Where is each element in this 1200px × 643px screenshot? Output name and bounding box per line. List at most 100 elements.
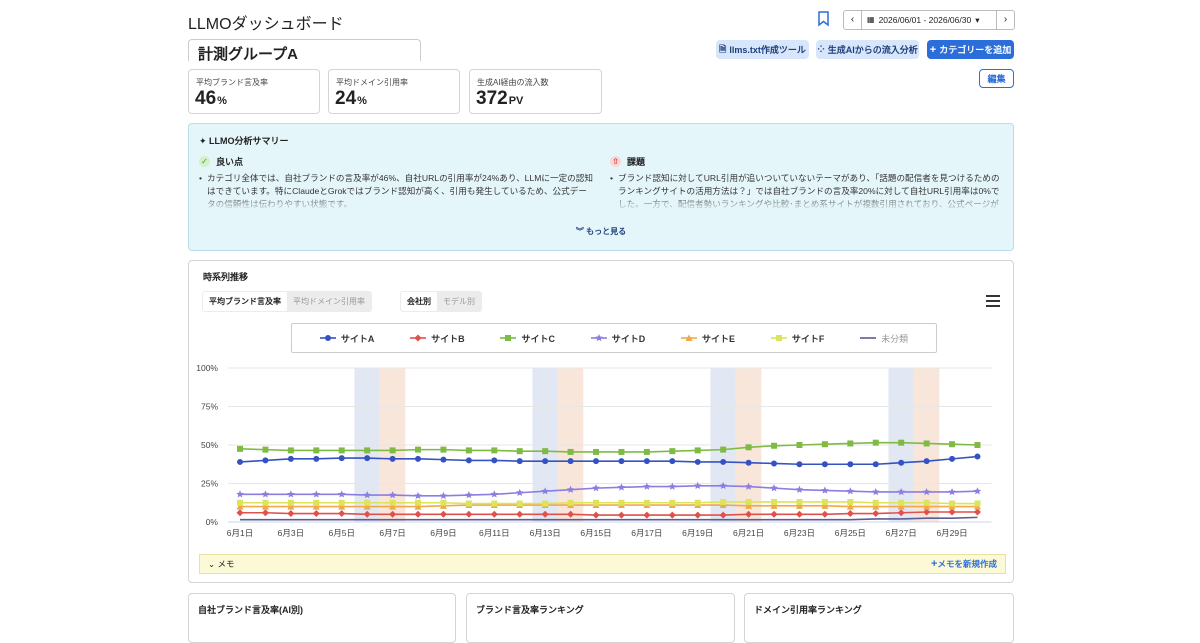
new-memo-button[interactable]: +メモを新規作成 [931,558,997,570]
x-tick-label: 6月17日 [631,528,662,538]
data-point [744,482,753,490]
series-line [240,516,978,521]
legend-label: サイトC [521,333,555,344]
panel-title: 自社ブランド言及率(AI別) [198,605,303,615]
next-button[interactable]: › [996,11,1014,29]
legend-item[interactable]: 未分類 [860,332,908,345]
data-point [618,458,625,465]
summary-title: ✦ LLMO分析サマリー [199,136,289,146]
data-point [287,455,294,462]
kpi-number: 372 [476,88,508,109]
inflow-button[interactable]: ⁘ 生成AIからの流入分析 [816,40,919,59]
metric-tabs: 平均ブランド言及率 平均ドメイン引用率 [202,291,372,312]
data-point [872,510,880,518]
legend-marker [324,335,331,341]
legend-marker [685,334,693,341]
data-point [821,502,829,509]
x-tick-label: 6月7日 [379,528,405,538]
legend-marker [594,334,603,342]
prev-button[interactable]: ‹ [844,11,862,29]
more-link-text: もっと見る [586,227,627,236]
data-point [643,458,650,465]
edit-button[interactable]: 編集 [979,69,1014,88]
memo-bar: ⌄ メモ +メモを新規作成 [199,554,1006,574]
issue-text: • ブランド認知に対してURL引用が追いついていないテーマがあり、「話題の配信者を… [610,172,1006,212]
data-point [236,490,244,498]
data-point [261,490,270,498]
data-point [795,502,803,509]
kpi-label: 平均ブランド言及率 [196,78,268,87]
series-line [239,441,978,453]
data-point [872,499,879,506]
data-point [719,511,727,519]
data-point [337,490,346,498]
bookmark-button[interactable] [817,11,830,27]
more-link[interactable]: ︾ もっと見る [575,227,627,236]
data-point [287,503,295,510]
data-point [872,439,879,446]
legend-marker [775,335,782,341]
legend: サイトA サイトB サイトC サイトD サイトE サイトF 未分類 [291,323,937,353]
data-point [846,510,854,518]
legend-item[interactable]: サイトA [319,332,374,345]
tab[interactable]: モデル別 [443,297,475,306]
legend-label: サイトE [702,333,736,344]
kpi-value: 46% [195,88,227,110]
memo-label: メモ [217,559,235,569]
data-point [949,441,956,448]
issue-text-body: ブランド認知に対してURL引用が追いついていないテーマがあり、「話題の配信者を見… [618,173,1000,209]
data-point [567,458,574,465]
x-tick-label: 6月21日 [733,528,764,538]
memo-toggle[interactable]: ⌄ メモ [208,559,235,569]
legend-item[interactable]: サイトE [681,332,735,345]
data-point [669,499,676,506]
data-point [389,499,396,506]
data-point [312,503,320,510]
data-point [796,498,803,505]
y-tick-label: 100% [196,363,218,373]
data-point [541,510,549,518]
data-point [821,461,828,468]
add-category-button[interactable]: + カテゴリーを追加 [927,40,1014,59]
data-point [948,508,956,516]
data-point [897,487,905,496]
data-point [491,500,498,507]
menu-button[interactable] [986,294,1000,308]
kpi-unit: PV [508,95,524,107]
data-point [262,446,269,453]
llms-tool-button[interactable]: 🗎 llms.txt作成ツール [716,40,809,59]
data-point [617,511,625,519]
data-point [693,481,702,490]
series-line [240,501,978,505]
data-point [846,503,854,510]
data-point [922,487,931,496]
panel-title: ブランド言及率ランキング [476,605,584,615]
legend-item[interactable]: サイトD [590,332,645,345]
legend-item[interactable]: サイトB [410,332,465,345]
new-memo-label: メモを新規作成 [937,559,997,569]
data-point [974,453,981,460]
legend-item[interactable]: サイトF [770,332,824,345]
kpi-unit: % [217,95,227,107]
legend-symbol [319,335,336,341]
data-point [440,446,447,453]
data-point [720,458,727,465]
page-title: LLMOダッシュボード [188,16,344,33]
data-point [338,455,345,462]
date-range[interactable]: ▦ 2026/06/01 - 2026/06/30 ▾ [862,11,996,29]
x-tick-label: 6月23日 [784,528,815,538]
legend-item[interactable]: サイトC [500,332,555,345]
legend-symbol [770,335,787,341]
data-point [465,491,473,499]
data-point [440,499,447,506]
tab[interactable]: 会社別 [401,292,437,311]
tab[interactable]: 平均ブランド言及率 [203,292,287,311]
data-point [719,481,727,490]
x-tick-label: 6月29日 [936,528,967,538]
data-point [338,510,346,518]
group-name[interactable]: 計測グループA [188,39,421,63]
data-point [261,509,269,517]
data-point [923,503,931,510]
tab[interactable]: 平均ドメイン引用率 [293,297,365,306]
kpi-number: 46 [195,88,217,109]
